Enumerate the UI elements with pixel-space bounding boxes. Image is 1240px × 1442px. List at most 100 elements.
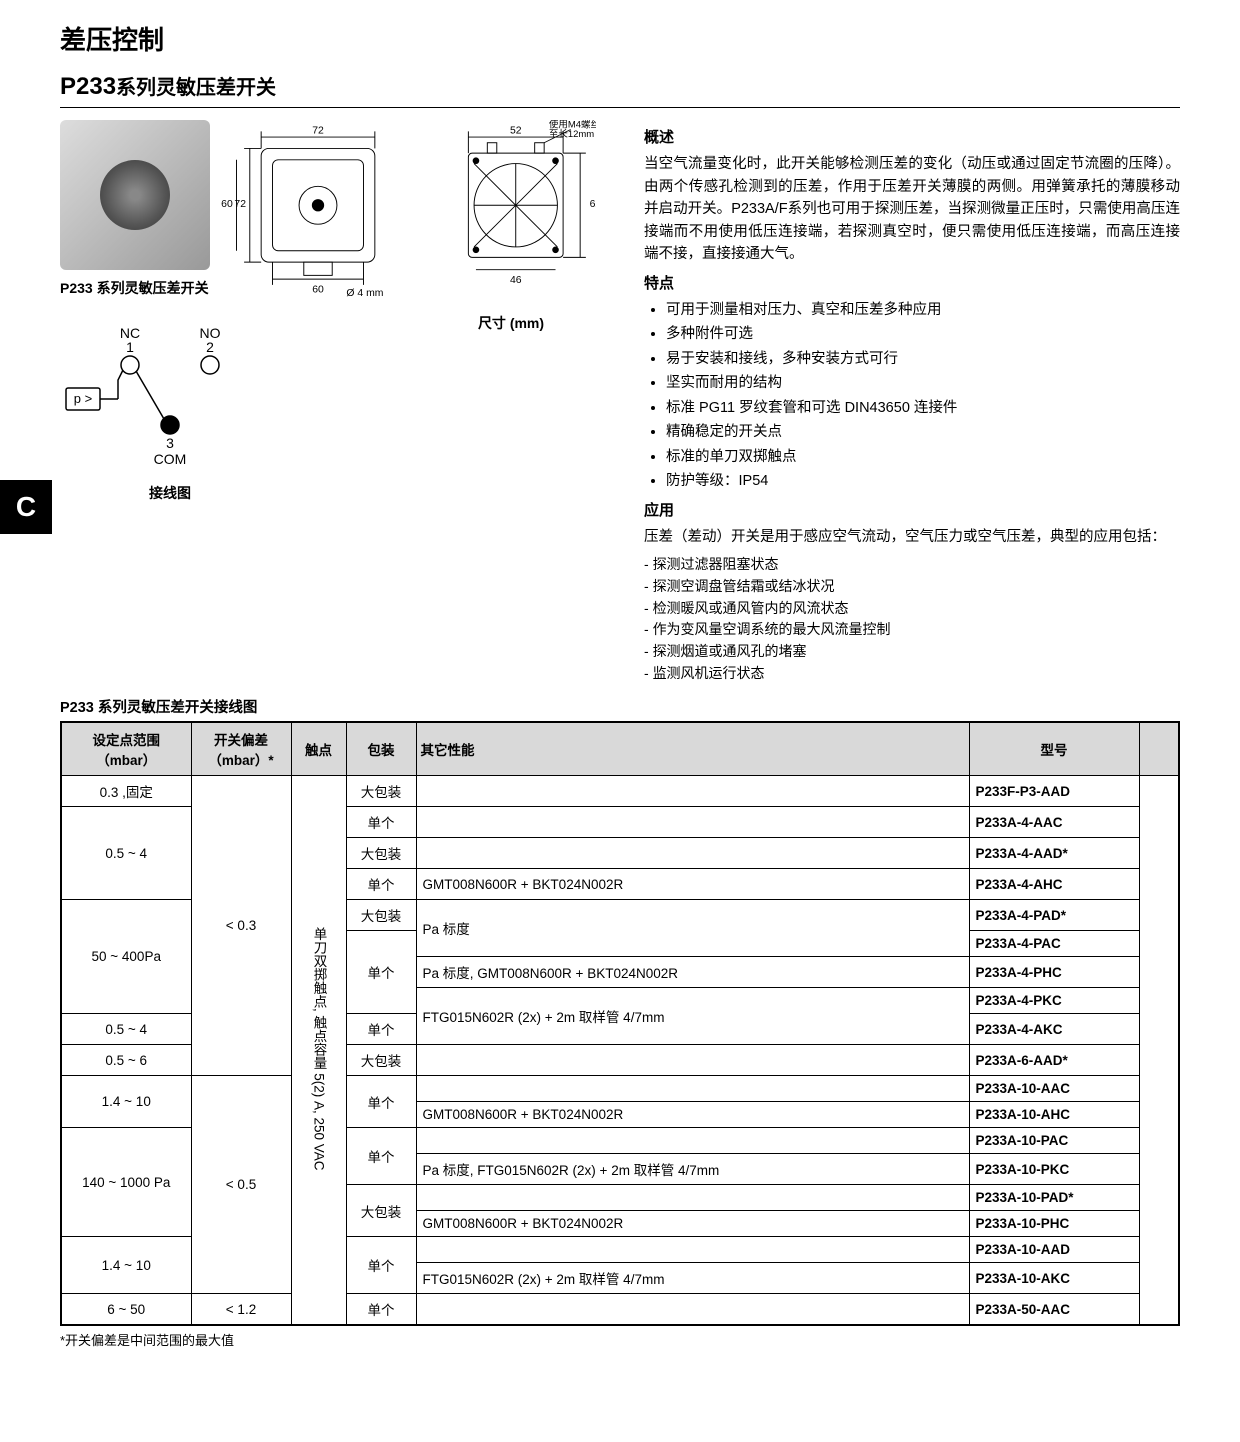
app-item: 探测过滤器阻塞状态 [644, 554, 1180, 576]
cell-model: P233A-10-PAD* [969, 1185, 1139, 1211]
overview-text: 当空气流量变化时，此开关能够检测压差的变化（动压或通过固定节流圈的压降）。由两个… [644, 153, 1180, 265]
svg-text:COM: COM [154, 451, 187, 467]
page-subtitle: P233系列灵敏压差开关 [60, 71, 1180, 101]
cell-model: P233A-4-AHC [969, 869, 1139, 900]
app-heading: 应用 [644, 499, 1180, 522]
dimension-drawing-front: 72 60 72 60 Ø 4 mm [218, 120, 418, 300]
cell-perf: GMT008N600R + BKT024N002R [416, 869, 969, 900]
cell-perf: FTG015N602R (2x) + 2m 取样管 4/7mm [416, 1263, 969, 1294]
cell-perf [416, 1128, 969, 1154]
cell-perf [416, 807, 969, 838]
feature-item: 可用于测量相对压力、真空和压差多种应用 [666, 299, 1180, 321]
svg-text:72: 72 [312, 125, 324, 136]
cell-perf: GMT008N600R + BKT024N002R [416, 1211, 969, 1237]
cell-range: 0.5 ~ 4 [61, 1014, 191, 1045]
svg-text:2: 2 [206, 339, 214, 355]
cell-model: P233A-10-PKC [969, 1154, 1139, 1185]
cell-model: P233A-4-PAC [969, 931, 1139, 957]
svg-text:46: 46 [510, 275, 522, 286]
cell-model: P233A-4-PKC [969, 988, 1139, 1014]
cell-diff: < 0.5 [191, 1076, 291, 1294]
cell-pkg: 单个 [346, 1014, 416, 1045]
cell-pkg: 大包装 [346, 776, 416, 807]
feature-item: 标准的单刀双掷触点 [666, 446, 1180, 468]
cell-model: P233A-50-AAC [969, 1294, 1139, 1326]
cell-range: 140 ~ 1000 Pa [61, 1128, 191, 1237]
cell-range: 1.4 ~ 10 [61, 1237, 191, 1294]
feature-item: 标准 PG11 罗纹套管和可选 DIN43650 连接件 [666, 397, 1180, 419]
cell-model: P233A-4-PHC [969, 957, 1139, 988]
feature-item: 精确稳定的开关点 [666, 421, 1180, 443]
svg-text:Ø 4 mm: Ø 4 mm [346, 288, 383, 299]
cell-model: P233A-4-AAC [969, 807, 1139, 838]
cell-pkg: 单个 [346, 1237, 416, 1294]
cell-pkg: 单个 [346, 869, 416, 900]
cell-diff: < 1.2 [191, 1294, 291, 1326]
divider [60, 107, 1180, 108]
app-list: 探测过滤器阻塞状态 探测空调盘管结霜或结冰状况 检测暖风或通风管内的风流状态 作… [644, 554, 1180, 684]
cell-contact: 单刀双掷触点, 触点容量 5(2) A, 250 VAC [291, 776, 346, 1326]
cell-perf: GMT008N600R + BKT024N002R [416, 1102, 969, 1128]
app-intro: 压差（差动）开关是用于感应空气流动，空气压力或空气压差，典型的应用包括： [644, 526, 1180, 548]
app-item: 监测风机运行状态 [644, 663, 1180, 685]
svg-text:72: 72 [234, 199, 246, 210]
cell-pkg: 大包装 [346, 1185, 416, 1237]
features-heading: 特点 [644, 272, 1180, 295]
cell-model: P233A-10-AKC [969, 1263, 1139, 1294]
cell-pkg: 单个 [346, 1128, 416, 1185]
feature-item: 易于安装和接线，多种安装方式可行 [666, 348, 1180, 370]
cell-range: 0.3 ,固定 [61, 776, 191, 807]
th-model: 型号 [969, 722, 1139, 776]
cell-pkg: 单个 [346, 931, 416, 1014]
cell-perf: FTG015N602R (2x) + 2m 取样管 4/7mm [416, 988, 969, 1045]
th-diff: 开关偏差（mbar）* [191, 722, 291, 776]
cell-range: 1.4 ~ 10 [61, 1076, 191, 1128]
cell-perf [416, 1294, 969, 1326]
th-pkg: 包装 [346, 722, 416, 776]
th-range: 设定点范围（mbar） [61, 722, 191, 776]
cell-perf [416, 1237, 969, 1263]
cell-model: P233A-4-AKC [969, 1014, 1139, 1045]
cell-model: P233A-10-AAC [969, 1076, 1139, 1102]
svg-text:60: 60 [312, 284, 324, 295]
svg-text:1: 1 [126, 339, 134, 355]
section-tab: C [0, 480, 52, 534]
table-footnote: *开关偏差是中间范围的最大值 [60, 1330, 1180, 1349]
feature-item: 坚实而耐用的结构 [666, 372, 1180, 394]
svg-text:52: 52 [510, 125, 522, 136]
cell-range: 0.5 ~ 6 [61, 1045, 191, 1076]
th-blank [1139, 722, 1179, 776]
th-perf: 其它性能 [416, 722, 969, 776]
cell-pkg: 单个 [346, 807, 416, 838]
cell-model: P233F-P3-AAD [969, 776, 1139, 807]
photo-caption: P233 系列灵敏压差开关 [60, 278, 210, 298]
cell-model: P233A-10-AHC [969, 1102, 1139, 1128]
cell-perf [416, 1045, 969, 1076]
dim-caption: 尺寸 (mm) [426, 313, 596, 333]
cell-range: 0.5 ~ 4 [61, 807, 191, 900]
cell-model: P233A-10-PAC [969, 1128, 1139, 1154]
cell-perf [416, 1185, 969, 1211]
cell-perf: Pa 标度, GMT008N600R + BKT024N002R [416, 957, 969, 988]
cell-perf [416, 838, 969, 869]
cell-perf: Pa 标度, FTG015N602R (2x) + 2m 取样管 4/7mm [416, 1154, 969, 1185]
product-photo [60, 120, 210, 270]
cell-pkg: 单个 [346, 1294, 416, 1326]
feature-item: 防护等级：IP54 [666, 470, 1180, 492]
cell-model: P233A-6-AAD* [969, 1045, 1139, 1076]
cell-range: 6 ~ 50 [61, 1294, 191, 1326]
svg-text:p >: p > [74, 391, 92, 406]
wiring-caption: 接线图 [60, 483, 280, 503]
cell-model: P233A-10-PHC [969, 1211, 1139, 1237]
table-caption: P233 系列灵敏压差开关接线图 [60, 696, 1180, 717]
svg-text:60: 60 [221, 199, 233, 210]
wiring-diagram: NC 1 NO 2 3 COM p > 接线图 [60, 320, 620, 503]
th-contact: 触点 [291, 722, 346, 776]
svg-text:62: 62 [590, 199, 596, 210]
model-prefix: P233 [60, 73, 116, 100]
feature-item: 多种附件可选 [666, 323, 1180, 345]
app-item: 探测烟道或通风孔的堵塞 [644, 641, 1180, 663]
cell-blank [1139, 776, 1179, 1326]
cell-pkg: 单个 [346, 1076, 416, 1128]
svg-text:至长12mm: 至长12mm [549, 128, 594, 140]
